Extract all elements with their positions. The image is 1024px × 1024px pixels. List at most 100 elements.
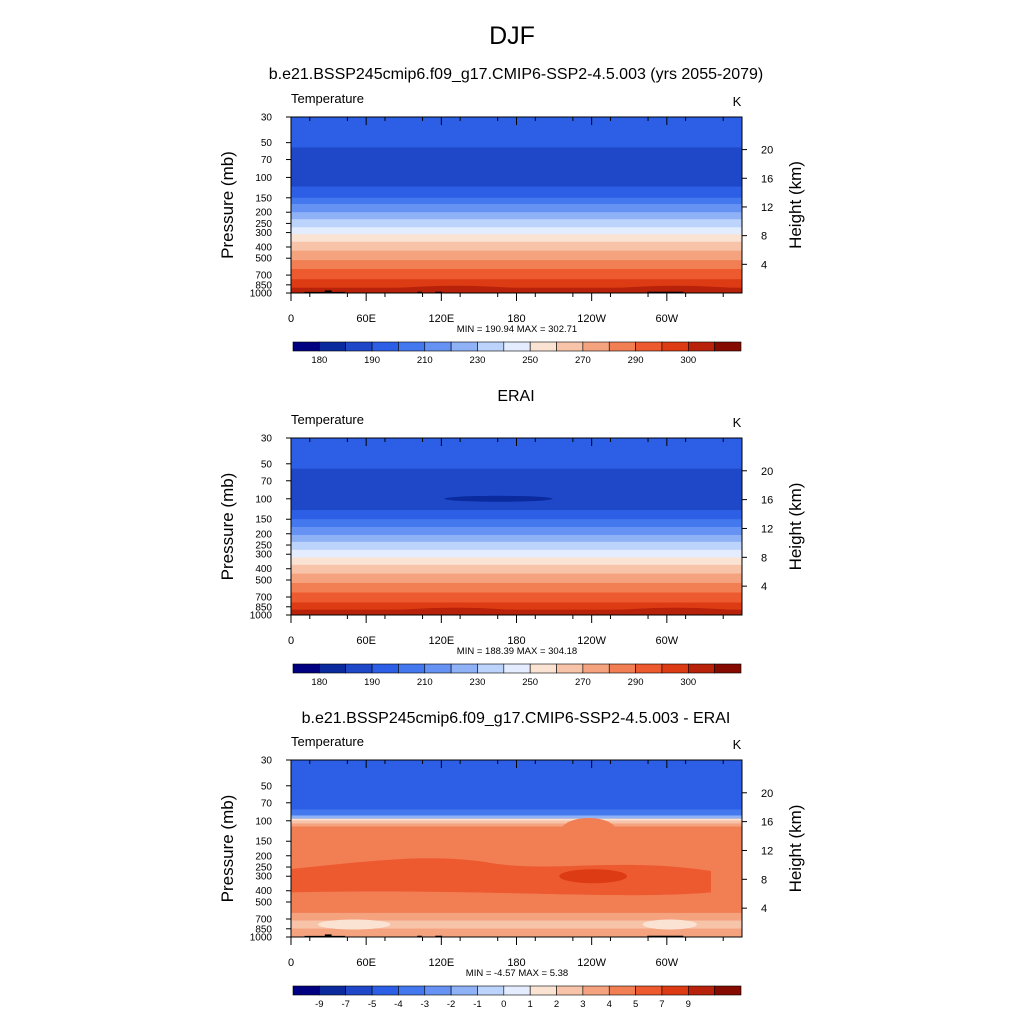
colorbar-label: 5 [633,999,638,1010]
contour-band [291,820,742,824]
colorbar-label: 3 [580,999,585,1010]
height-tick-label: 12 [761,202,773,214]
colorbar-box [608,985,636,996]
lon-tick-label: 120E [428,957,454,969]
pressure-tick-label: 500 [255,254,272,265]
colorbar-box [503,663,531,674]
height-tick-label: 4 [761,581,767,593]
lon-tick-label: 180 [507,957,525,969]
colorbar-box [503,985,531,996]
pressure-tick-label: 400 [255,886,272,897]
pressure-tick-label: 100 [255,494,272,505]
colorbar-box [319,663,347,674]
pressure-tick-label: 50 [261,459,273,470]
colorbar-box [450,985,478,996]
colorbar-box [661,341,689,352]
colorbar-label: 270 [575,677,591,688]
pressure-tick-label: 30 [261,113,273,124]
pressure-tick-label: 400 [255,243,272,254]
contour-band [291,535,742,543]
height-tick-label: 16 [761,173,773,185]
pressure-tick-label: 500 [255,576,272,587]
contour-band [318,919,391,930]
lon-tick-label: 60W [656,313,679,325]
pressure-tick-label: 500 [255,898,272,909]
contour-band [291,920,742,929]
contour-band [561,817,616,842]
height-tick-label: 8 [761,231,767,243]
contour-band [291,564,742,575]
pressure-tick-label: 850 [255,924,272,935]
panel-title: b.e21.BSSP245cmip6.f09_g17.CMIP6-SSP2-4.… [302,710,731,727]
topography-mask [647,291,684,293]
colorbar-box [371,341,399,352]
pressure-tick-label: 200 [255,529,272,540]
panel-title: b.e21.BSSP245cmip6.f09_g17.CMIP6-SSP2-4.… [269,66,764,83]
colorbar-box [424,341,452,352]
pressure-tick-label: 150 [255,515,272,526]
colorbar-box [477,341,505,352]
height-axis-title: Height (km) [786,161,805,249]
pressure-tick-label: 250 [255,219,272,230]
panel-3: b.e21.BSSP245cmip6.f09_g17.CMIP6-SSP2-4.… [218,710,805,1010]
colorbar-label: 9 [686,999,691,1010]
colorbar-label: -9 [315,999,323,1010]
colorbar-box [398,341,426,352]
colorbar-box [556,985,584,996]
height-tick-label: 12 [761,523,773,535]
contour-band [291,260,742,270]
colorbar-label: 290 [628,677,644,688]
contour-band [291,241,742,252]
height-tick-label: 4 [761,259,767,271]
contour-band [291,573,742,584]
pressure-tick-label: 50 [261,781,273,792]
colorbar-box [345,663,373,674]
lon-tick-label: 120E [428,313,454,325]
contour-band [291,527,742,536]
colorbar-label: 250 [522,355,538,366]
contour-band [291,234,742,243]
lon-tick-label: 60W [656,635,679,647]
colorbar-box [529,341,557,352]
colorbar-box [608,663,636,674]
lon-tick-label: 60E [356,635,376,647]
lon-tick-label: 0 [288,957,294,969]
contour-band [291,823,742,827]
colorbar-box [635,985,663,996]
contour-field [291,438,742,615]
colorbar-box [582,663,610,674]
colorbar-box [556,341,584,352]
colorbar-box [714,663,742,674]
panels: b.e21.BSSP245cmip6.f09_g17.CMIP6-SSP2-4.… [218,66,805,1010]
colorbar-box [292,341,320,352]
panel-1: b.e21.BSSP245cmip6.f09_g17.CMIP6-SSP2-4.… [218,66,805,366]
contour-band [291,602,742,611]
contour-band [291,219,742,228]
colorbar-box [345,341,373,352]
contour-field [291,760,742,937]
contour-band [291,607,742,615]
lon-tick-label: 0 [288,635,294,647]
units-label: K [733,737,742,752]
pressure-tick-label: 250 [255,863,272,874]
colorbar-box [582,341,610,352]
pressure-tick-label: 30 [261,756,273,767]
contour-band [291,279,742,289]
height-tick-label: 16 [761,817,773,829]
pressure-axis-title: Pressure (mb) [218,473,237,581]
pressure-tick-label: 70 [261,155,273,166]
contour-band [291,549,742,559]
height-tick-label: 20 [761,466,773,478]
colorbar-label: 190 [364,677,380,688]
min-max-label: MIN = 190.94 MAX = 302.71 [457,324,577,335]
contour-band [291,204,742,213]
topography-mask [435,291,443,293]
colorbar-label: -1 [473,999,481,1010]
warm-core-contour [559,869,627,884]
contour-band [291,541,742,551]
pressure-tick-label: 50 [261,138,273,149]
colorbar-label: 290 [628,355,644,366]
colorbar-box [661,985,689,996]
pressure-tick-label: 1000 [250,289,273,300]
pressure-tick-label: 70 [261,476,273,487]
